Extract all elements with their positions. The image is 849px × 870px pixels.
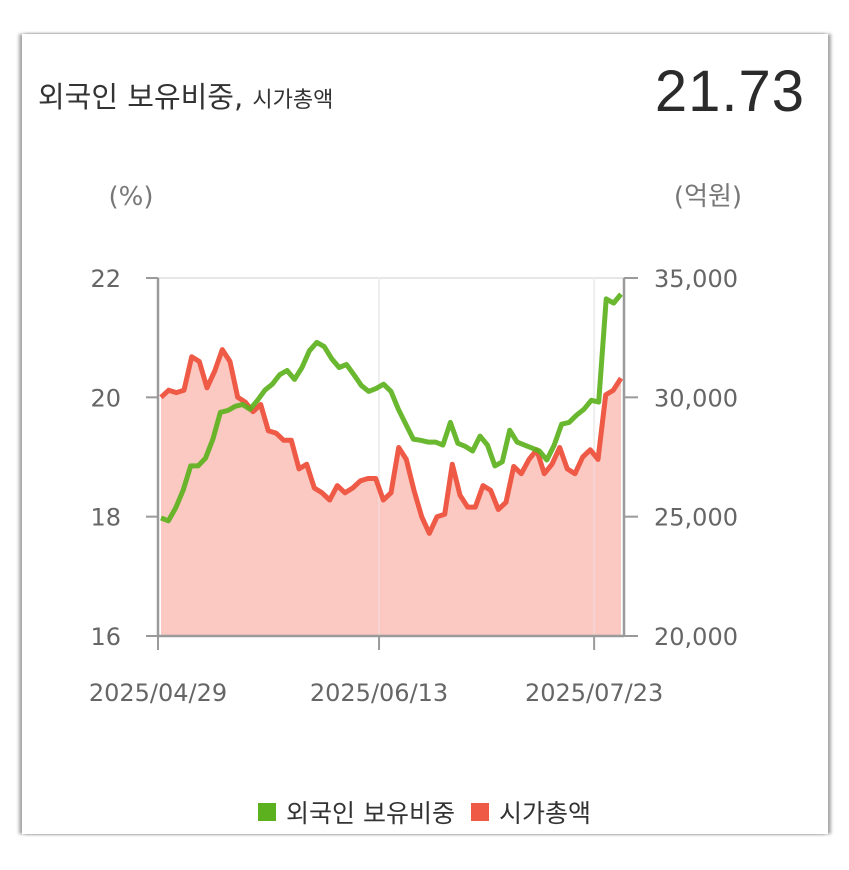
x-tick-label: 2025/04/29 (89, 679, 227, 707)
x-tick-label: 2025/06/13 (310, 679, 448, 707)
legend-swatch-red (470, 803, 489, 821)
left-tick-label: 20 (90, 384, 121, 412)
x-tick-label: 2025/07/23 (525, 679, 663, 707)
legend-label: 외국인 보유비중 (286, 799, 455, 828)
legend-item-market-cap[interactable]: 시가총액 (470, 794, 591, 830)
left-tick-label: 18 (90, 504, 121, 532)
legend-label: 시가총액 (498, 799, 591, 828)
chart-card (22, 34, 828, 834)
left-axis-unit: (%) (109, 182, 154, 212)
right-axis-unit: (억원) (674, 182, 742, 212)
left-tick-label: 16 (90, 623, 121, 651)
title-main: 외국인 보유비중, (38, 80, 244, 114)
current-value: 21.73 (654, 59, 805, 124)
right-tick-label: 25,000 (654, 504, 738, 532)
series-line-market-cap (159, 347, 624, 536)
left-tick-label: 22 (90, 265, 121, 293)
right-tick-label: 20,000 (654, 623, 738, 651)
legend-swatch-green (258, 803, 277, 821)
legend-item-foreign-ratio[interactable]: 외국인 보유비중 (258, 794, 455, 830)
right-tick-label: 30,000 (654, 384, 738, 412)
chart-title: 외국인 보유비중, 시가총액 (38, 74, 333, 116)
title-subtitle: 시가총액 (252, 88, 334, 113)
right-tick-label: 35,000 (654, 265, 738, 293)
series-line-foreign-ratio (160, 292, 623, 524)
legend: 외국인 보유비중 시가총액 (0, 794, 849, 830)
